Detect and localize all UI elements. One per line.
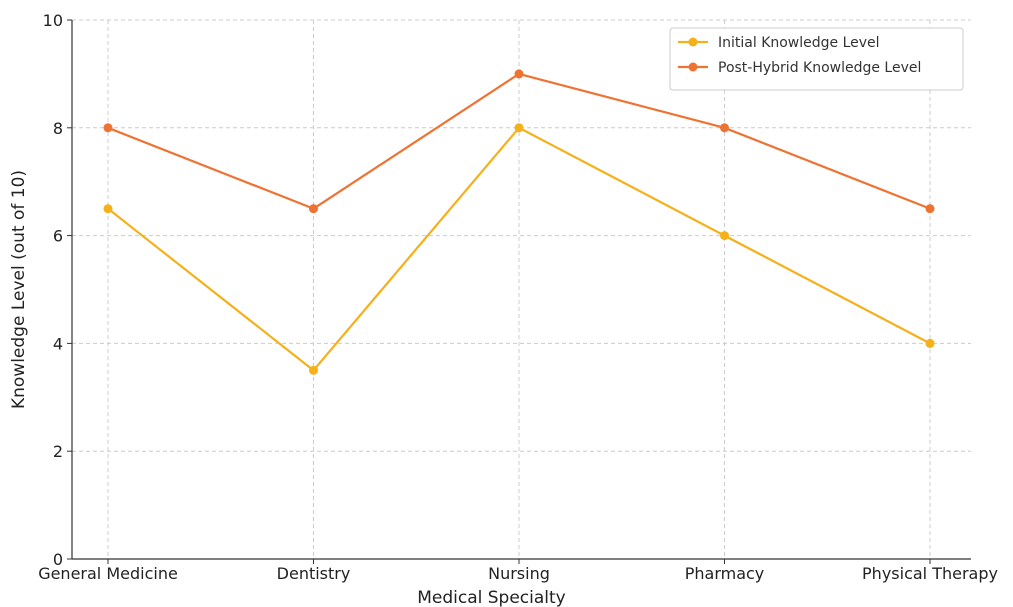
legend-box: [669, 27, 964, 91]
data-point: [925, 338, 935, 348]
legend-label: Post-Hybrid Knowledge Level: [718, 60, 921, 76]
series-1: [103, 123, 935, 375]
y-tick-label: 6: [53, 227, 63, 246]
series-2: [103, 69, 935, 214]
x-tick-label: Dentistry: [277, 564, 351, 583]
x-axis-title: Medical Specialty: [417, 588, 566, 607]
data-point: [514, 69, 524, 79]
y-tick-label: 4: [53, 334, 63, 353]
grid: [72, 19, 971, 559]
axes: [71, 20, 971, 560]
data-point: [103, 204, 113, 214]
x-tick-label: General Medicine: [38, 564, 178, 583]
x-ticks: General Medicine Dentistry Nursing Pharmacy…: [38, 559, 998, 583]
series: [103, 69, 935, 375]
x-tick-label: Nursing: [488, 564, 550, 583]
data-point: [514, 123, 524, 133]
legend: Initial Knowledge Level Post-Hybrid Knowl…: [669, 27, 964, 91]
legend-label: Initial Knowledge Level: [718, 35, 880, 51]
x-tick-label: Physical Therapy: [862, 564, 998, 583]
legend-swatch-marker: [688, 62, 698, 72]
legend-swatch-marker: [688, 37, 698, 47]
series-line: [107, 126, 931, 372]
legend-item: Post-Hybrid Knowledge Level: [678, 60, 921, 76]
x-tick-label: Pharmacy: [685, 564, 765, 583]
y-tick-label: 2: [53, 442, 63, 461]
data-point: [720, 231, 729, 241]
data-point: [925, 204, 935, 214]
y-axis-title: Knowledge Level (out of 10): [9, 170, 29, 409]
data-point: [309, 204, 318, 214]
data-point: [309, 365, 318, 375]
y-tick-label: 0: [53, 550, 63, 569]
data-point: [103, 123, 113, 133]
y-tick-label: 10: [43, 11, 63, 30]
y-tick-label: 8: [53, 119, 63, 138]
legend-item: Initial Knowledge Level: [678, 35, 880, 51]
data-point: [720, 123, 729, 133]
y-ticks: 0 2 4 6 8 10: [43, 11, 72, 569]
